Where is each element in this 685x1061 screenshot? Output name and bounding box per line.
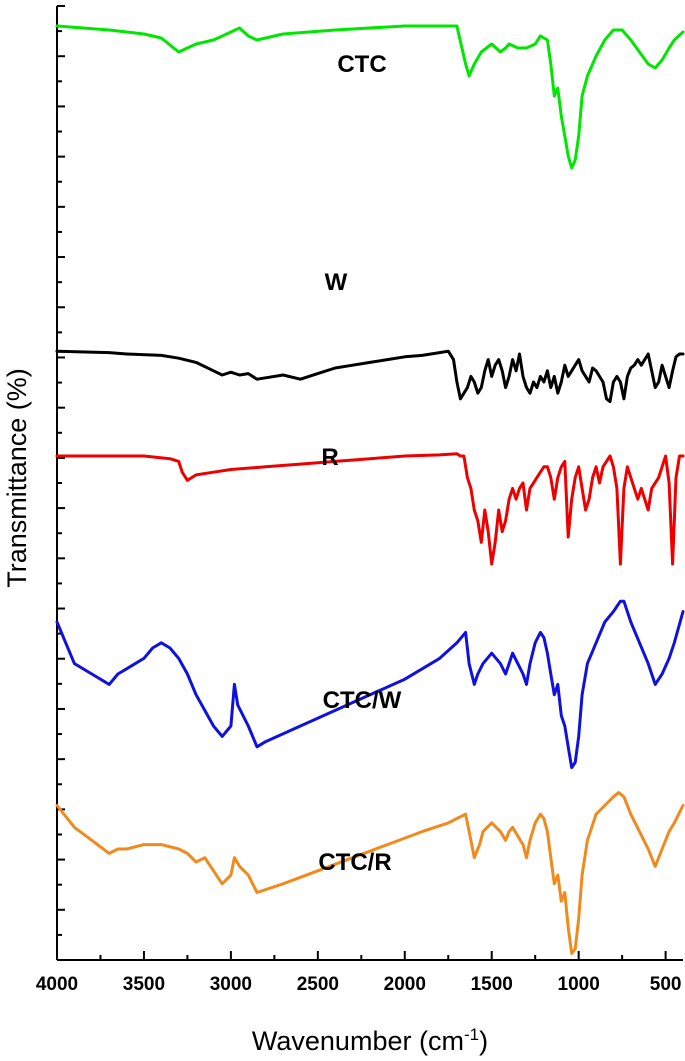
series-label-r: R — [321, 444, 338, 471]
x-axis-title-suffix: ) — [479, 1026, 488, 1056]
axes: 4000 3500 3000 2500 2000 1500 1000 500 — [36, 5, 683, 995]
series-label-w: W — [325, 269, 348, 296]
series-label-ctc-r: CTC/R — [318, 849, 391, 876]
x-tick-label: 3500 — [123, 974, 165, 995]
x-axis-title-main: Wavenumber (cm — [252, 1026, 464, 1056]
series-line-w — [55, 349, 685, 404]
series-line-ctc-r — [55, 791, 685, 955]
series-label-ctc: CTC — [337, 51, 386, 78]
x-tick-label: 3000 — [210, 974, 252, 995]
series-line-r — [55, 452, 685, 566]
x-tick-label: 2000 — [384, 974, 426, 995]
x-tick-label: 2500 — [297, 974, 339, 995]
series-line-ctc-w — [55, 599, 685, 770]
series-line-ctc — [55, 24, 685, 170]
x-tick-label: 4000 — [36, 974, 78, 995]
x-axis-title: Wavenumber (cm-1) — [252, 1025, 488, 1056]
series-label-ctc-w: CTC/W — [323, 687, 402, 714]
x-tick-label: 1500 — [471, 974, 513, 995]
y-axis-title: Transmittance (%) — [2, 368, 32, 588]
x-axis-title-superscript: -1 — [464, 1025, 479, 1044]
series-labels: CTC W R CTC/W CTC/R — [318, 51, 401, 876]
x-tick-label: 500 — [650, 974, 682, 995]
spectra-traces — [55, 24, 685, 955]
x-tick-label: 1000 — [558, 974, 600, 995]
